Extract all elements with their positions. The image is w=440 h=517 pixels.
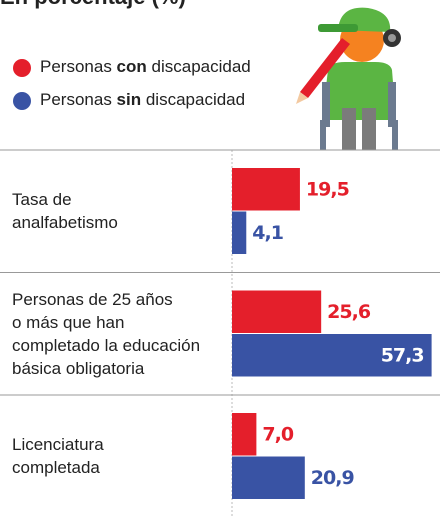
category-label: Tasa de analfabetismo <box>12 190 118 233</box>
legend-label: Personas con discapacidad <box>40 57 251 76</box>
value-label: 20,9 <box>311 467 354 489</box>
category-label: Licenciatura completada <box>12 435 104 478</box>
value-label: 57,3 <box>381 344 424 366</box>
legend-swatch <box>13 59 31 77</box>
legend-label: Personas sin discapacidad <box>40 90 245 109</box>
bar <box>232 456 305 499</box>
bar <box>232 334 432 377</box>
bar <box>232 211 247 254</box>
category-label: Personas de 25 años o más que han comple… <box>12 289 201 378</box>
chart-title: En porcentaje (%) <box>0 0 186 9</box>
illustration <box>296 7 401 150</box>
bar <box>232 290 322 333</box>
bar <box>232 413 257 456</box>
value-label: 4,1 <box>252 222 283 244</box>
value-label: 7,0 <box>262 423 293 445</box>
value-label: 19,5 <box>306 178 349 200</box>
value-label: 25,6 <box>327 301 371 323</box>
legend-swatch <box>13 92 31 110</box>
bar <box>232 168 300 211</box>
